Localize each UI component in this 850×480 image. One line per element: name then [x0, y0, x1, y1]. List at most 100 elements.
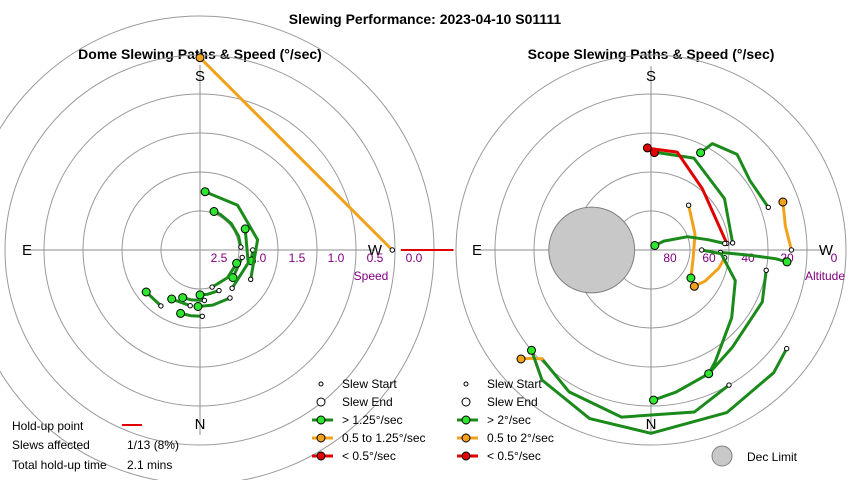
scope-slew-path-2 [781, 200, 793, 252]
legend-fast-marker [461, 415, 471, 425]
dome-slew-end-marker [209, 207, 219, 216]
dome-legend-slow: < 0.5°/sec [342, 449, 396, 463]
dome-radial-tick-label: 1.0 [328, 251, 345, 265]
scope-chart-title: Scope Slewing Paths & Speed (°/sec) [528, 46, 775, 62]
dome-slew-start-marker [238, 244, 244, 250]
scope-slew-start-marker [763, 267, 769, 273]
scope-slew-end-marker [527, 345, 536, 355]
scope-cardinal-right: W [819, 242, 834, 259]
legend-slew-start-marker [463, 381, 469, 387]
legend-slew-start-marker [318, 381, 324, 387]
scope-slew-path-9 [653, 235, 727, 247]
legend-mid-marker [316, 433, 326, 443]
scope-slew-path-7 [692, 256, 727, 288]
scope-slew-start-marker [699, 247, 705, 253]
dome-slew-path-5 [203, 190, 260, 281]
dome-radial-tick-label: 1.5 [289, 251, 306, 265]
dome-slew-start-marker [229, 285, 235, 291]
scope-slew-start-marker [722, 240, 728, 247]
scope-slew-start-marker [726, 382, 732, 388]
dec-limit-region [548, 206, 636, 294]
scope-slew-end-marker [642, 143, 652, 153]
dome-legend: Slew Start Slew End > 1.25°/sec 0.5 to 1… [312, 377, 426, 463]
scope-legend-start: Slew Start [487, 377, 542, 391]
scope-legend-end: Slew End [487, 395, 538, 409]
scope-radial-tick-label: 40 [741, 251, 755, 265]
dome-radial-tick-label: 0.5 [367, 251, 384, 265]
dome-radial-tick-label: 2.5 [211, 251, 228, 265]
scope-slew-path-11 [540, 357, 731, 419]
holdup-time-label: Total hold-up time [12, 458, 107, 472]
holdup-point-label: Hold-up point [12, 419, 84, 433]
holdup-stats: Hold-up point Slews affected 1/13 (8%) T… [12, 419, 179, 472]
scope-legend-slow: < 0.5°/sec [487, 449, 541, 463]
legend-slow-marker [461, 451, 471, 461]
dome-slew-end-marker [167, 294, 177, 304]
dome-slew-end-marker [195, 290, 205, 300]
legend-fast-marker [316, 415, 326, 425]
dome-slew-end-marker [200, 187, 210, 197]
scope-radial-tick-label: 80 [663, 251, 677, 265]
scope-slew-path-3 [699, 142, 770, 209]
scope-cardinal-top: S [646, 68, 656, 85]
dome-slew-path-7 [210, 261, 239, 289]
scope-ring [455, 54, 847, 446]
scope-slew-end-marker [686, 273, 696, 283]
dome-slew-end-marker [193, 302, 203, 311]
scope-cardinal-bottom: N [646, 416, 657, 433]
dome-slew-start-marker [209, 284, 215, 290]
scope-slew-start-marker [729, 240, 736, 246]
scope-legend: Slew Start Slew End > 2°/sec 0.5 to 2°/s… [457, 377, 554, 463]
scope-slew-path-8 [687, 203, 697, 280]
dome-cardinal-top: S [195, 68, 205, 85]
dome-polar-chart: Dome Slewing Paths & Speed (°/sec) S N E… [0, 15, 454, 480]
dome-slew-start-marker [248, 276, 254, 282]
dome-slew-path-4 [212, 210, 243, 249]
scope-cardinal-left: E [472, 242, 482, 259]
scope-legend-fast: > 2°/sec [487, 413, 531, 427]
figure-title: Slewing Performance: 2023-04-10 S01111 [289, 11, 562, 27]
scope-slew-path-4 [652, 268, 768, 402]
scope-slew-start-marker [784, 345, 790, 352]
dome-radial-ticks: 2.5 2.0 1.5 1.0 0.5 0.0 [211, 251, 423, 265]
scope-slew-end-marker [782, 257, 792, 267]
dome-legend-mid: 0.5 to 1.25°/sec [342, 431, 426, 445]
scope-slew-path-6 [645, 146, 729, 245]
scope-slew-end-marker [516, 354, 526, 364]
dome-slew-start-marker [201, 297, 208, 304]
dome-slew-start-marker [187, 303, 193, 309]
scope-slew-end-marker [650, 241, 660, 250]
scope-slew-end-marker [704, 369, 714, 379]
scope-radial-axis-name: Altitude [805, 269, 845, 283]
dome-slew-end-marker [232, 258, 242, 268]
dome-radial-tick-label: 0.0 [406, 251, 423, 265]
scope-polar-chart: Scope Slewing Paths & Speed (°/sec) S N … [455, 46, 847, 446]
dome-cardinal-right: W [368, 242, 383, 259]
scope-slew-path-10 [700, 248, 737, 376]
dome-slew-end-marker [141, 287, 151, 297]
dome-legend-end: Slew End [342, 395, 393, 409]
dome-slew-start-marker [158, 303, 164, 309]
dome-slew-path-1 [198, 56, 394, 252]
scope-slew-start-marker [765, 204, 771, 211]
dome-slew-path-6 [230, 227, 250, 290]
scope-grid [455, 54, 847, 446]
dome-slew-end-marker [176, 308, 186, 318]
legend-slow-marker [316, 451, 326, 461]
scope-slew-end-marker [689, 281, 699, 291]
scope-slew-end-marker [778, 197, 788, 207]
dec-limit-circle [548, 206, 636, 294]
dome-legend-start: Slew Start [342, 377, 397, 391]
slews-affected-value: 1/13 (8%) [127, 438, 179, 452]
scope-legend-mid: 0.5 to 2°/sec [487, 431, 554, 445]
scope-slew-start-marker [685, 202, 692, 208]
dome-cardinal-bottom: N [195, 416, 206, 433]
dome-slew-paths [141, 53, 454, 319]
scope-slew-end-marker [649, 395, 659, 405]
dec-limit-legend-label: Dec Limit [747, 450, 798, 464]
legend-mid-marker [461, 433, 471, 443]
scope-slew-path-12 [530, 347, 789, 435]
dec-limit-legend-marker [711, 445, 733, 467]
scope-slew-path-1 [718, 250, 789, 264]
